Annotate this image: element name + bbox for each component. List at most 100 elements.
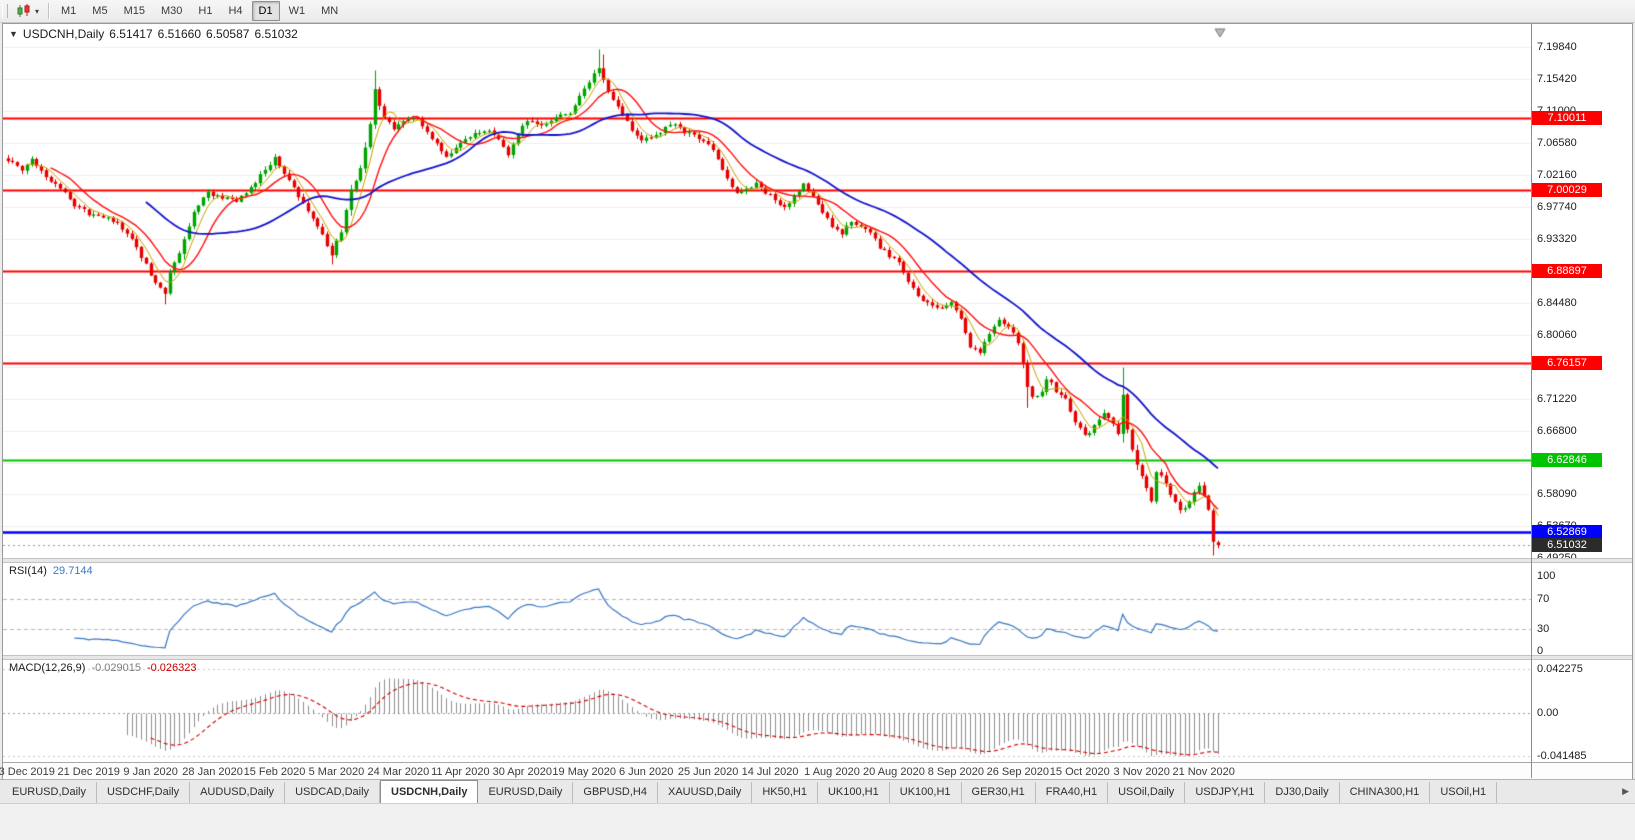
rsi-axis-label: 100 bbox=[1537, 570, 1556, 582]
price-level-badge: 7.00029 bbox=[1532, 183, 1602, 198]
date-axis-label: 15 Oct 2020 bbox=[1049, 766, 1110, 778]
chart-tab-ger30-h1[interactable]: GER30,H1 bbox=[961, 782, 1036, 803]
timeframe-toolbar: ▾ M1 M5 M15 M30 H1 H4 D1 W1 MN bbox=[0, 0, 1635, 23]
panel-resize-handle[interactable] bbox=[3, 655, 1632, 660]
price-level-badge: 6.76157 bbox=[1532, 356, 1602, 371]
timeframe-w1[interactable]: W1 bbox=[288, 5, 306, 17]
chart-symbol-period: USDCNH,Daily bbox=[22, 27, 105, 41]
tab-scroll-right-icon[interactable]: ▶ bbox=[1622, 786, 1629, 796]
price-level-badge: 6.52869 bbox=[1532, 524, 1602, 539]
date-axis-label: 21 Nov 2020 bbox=[1172, 766, 1235, 778]
rsi-axis-label: 0 bbox=[1537, 645, 1544, 655]
date-axis-label: 6 Jun 2020 bbox=[618, 766, 674, 778]
timeframe-d1[interactable]: D1 bbox=[251, 1, 280, 21]
chart-tab-hk50-h1[interactable]: HK50,H1 bbox=[752, 782, 818, 803]
rsi-axis-label: 70 bbox=[1537, 592, 1550, 605]
rsi-name: RSI(14) bbox=[9, 565, 47, 577]
macd-label: MACD(12,26,9) -0.029015 -0.026323 bbox=[9, 662, 197, 674]
ohlc-open: 6.51417 bbox=[109, 27, 153, 41]
timeframe-h1[interactable]: H1 bbox=[198, 5, 213, 17]
chart-tab-gbpusd-h4[interactable]: GBPUSD,H4 bbox=[573, 782, 658, 803]
chart-tab-audusd-daily[interactable]: AUDUSD,Daily bbox=[190, 782, 286, 803]
chart-tab-usdcad-daily[interactable]: USDCAD,Daily bbox=[285, 782, 381, 803]
candlestick-chart-icon bbox=[17, 4, 30, 17]
chart-tab-usdjpy-h1[interactable]: USDJPY,H1 bbox=[1185, 782, 1266, 803]
price-chart-pane: ▼ USDCNH,Daily 6.51417 6.51660 6.50587 6… bbox=[3, 24, 1632, 558]
macd-axis-label: -0.041485 bbox=[1537, 750, 1587, 762]
ohlc-low: 6.50587 bbox=[206, 27, 250, 41]
one-click-collapse-icon[interactable]: ▼ bbox=[9, 29, 18, 39]
chart-tab-usdchf-daily[interactable]: USDCHF,Daily bbox=[96, 782, 191, 803]
toolbar-grip[interactable] bbox=[2, 4, 8, 18]
date-axis-label: 14 Jul 2020 bbox=[741, 766, 799, 778]
date-axis-label: 19 May 2020 bbox=[552, 766, 617, 778]
status-strip bbox=[0, 803, 1635, 840]
ohlc-high: 6.51660 bbox=[157, 27, 202, 41]
macd-signal-value: -0.026323 bbox=[146, 662, 197, 674]
date-axis-label: 9 Jan 2020 bbox=[123, 766, 178, 778]
toolbar-separator bbox=[48, 3, 50, 19]
macd-axis-label: 0.042275 bbox=[1537, 663, 1583, 675]
chart-tab-usoil-h1[interactable]: USOil,H1 bbox=[1430, 782, 1498, 803]
date-axis-label: 26 Sep 2020 bbox=[986, 766, 1050, 778]
ohlc-close: 6.51032 bbox=[254, 27, 298, 41]
chevron-down-icon: ▾ bbox=[35, 6, 40, 16]
date-axis: 3 Dec 2019 21 Dec 2019 9 Jan 2020 28 Jan 20… bbox=[0, 762, 1632, 781]
date-axis-label: 8 Sep 2020 bbox=[927, 766, 985, 778]
chart-tab-china300-h1[interactable]: CHINA300,H1 bbox=[1339, 782, 1431, 803]
price-axis-label: 6.71220 bbox=[1537, 392, 1577, 405]
timeframe-m15[interactable]: M15 bbox=[123, 5, 145, 17]
date-axis-label: 3 Nov 2020 bbox=[1113, 766, 1170, 778]
price-axis-label: 6.80060 bbox=[1537, 328, 1577, 341]
rsi-canvas[interactable] bbox=[3, 563, 1531, 655]
current-price-badge: 6.51032 bbox=[1532, 538, 1602, 553]
timeframe-m1[interactable]: M1 bbox=[61, 5, 77, 17]
rsi-label: RSI(14) 29.7144 bbox=[9, 565, 93, 577]
price-axis-label: 7.06580 bbox=[1537, 136, 1577, 149]
chart-tab-usoil-daily[interactable]: USOil,Daily bbox=[1108, 782, 1186, 803]
price-axis-label: 6.84480 bbox=[1537, 296, 1577, 309]
timeframe-mn[interactable]: MN bbox=[321, 5, 339, 17]
date-axis-label: 5 Mar 2020 bbox=[308, 766, 365, 778]
macd-axis-label: 0.00 bbox=[1537, 707, 1559, 719]
date-axis-label: 24 Mar 2020 bbox=[367, 766, 430, 778]
chart-tab-eurusd-daily[interactable]: EURUSD,Daily bbox=[2, 782, 97, 803]
price-axis-label: 6.93320 bbox=[1537, 232, 1577, 245]
timeframe-m5[interactable]: M5 bbox=[92, 5, 108, 17]
rsi-pane: RSI(14) 29.7144 100 70 30 0 bbox=[3, 563, 1632, 655]
chart-type-icon[interactable]: ▾ bbox=[11, 2, 44, 20]
macd-main-value: -0.029015 bbox=[91, 662, 141, 674]
chart-tab-dj30-daily[interactable]: DJ30,Daily bbox=[1265, 782, 1340, 803]
price-axis-label: 6.97740 bbox=[1537, 200, 1577, 213]
date-axis-label: 11 Apr 2020 bbox=[431, 766, 490, 778]
price-level-badge: 6.88897 bbox=[1532, 263, 1602, 278]
macd-name: MACD(12,26,9) bbox=[9, 662, 86, 674]
rsi-axis-label: 30 bbox=[1537, 622, 1550, 635]
chart-tab-usdcnh-daily-active[interactable]: USDCNH,Daily bbox=[380, 780, 479, 803]
date-axis-label: 20 Aug 2020 bbox=[863, 766, 925, 778]
date-axis-label: 3 Dec 2019 bbox=[0, 766, 55, 778]
chart-tab-xauusd-daily[interactable]: XAUUSD,Daily bbox=[657, 782, 753, 803]
timeframe-m30[interactable]: M30 bbox=[160, 5, 183, 17]
price-axis-label: 6.49250 bbox=[1537, 552, 1577, 558]
price-axis-label: 7.02160 bbox=[1537, 168, 1577, 181]
price-axis-label: 6.58090 bbox=[1537, 488, 1577, 500]
rsi-value: 29.7144 bbox=[52, 565, 93, 577]
panel-resize-handle[interactable] bbox=[3, 558, 1632, 563]
chart-tab-bar: EURUSD,Daily USDCHF,Daily AUDUSD,Daily USDC… bbox=[0, 779, 1635, 803]
chart-tab-fra40-h1[interactable]: FRA40,H1 bbox=[1035, 782, 1109, 803]
price-chart-canvas[interactable] bbox=[3, 24, 1531, 558]
chart-tab-eurusd-daily[interactable]: EURUSD,Daily bbox=[478, 782, 574, 803]
chart-title: ▼ USDCNH,Daily 6.51417 6.51660 6.50587 6… bbox=[9, 27, 298, 41]
date-axis-label: 25 Jun 2020 bbox=[677, 766, 739, 778]
timeframe-buttons: M1 M5 M15 M30 H1 H4 D1 W1 MN bbox=[53, 1, 346, 21]
date-axis-label: 30 Apr 2020 bbox=[492, 766, 552, 778]
date-axis-label: 21 Dec 2019 bbox=[57, 766, 120, 778]
price-axis-line bbox=[1531, 24, 1532, 778]
date-axis-label: 15 Feb 2020 bbox=[243, 766, 306, 778]
chart-tab-uk100-h1[interactable]: UK100,H1 bbox=[889, 782, 962, 803]
timeframe-h4[interactable]: H4 bbox=[228, 5, 243, 17]
macd-canvas[interactable] bbox=[3, 660, 1531, 762]
chart-tab-uk100-h1[interactable]: UK100,H1 bbox=[817, 782, 890, 803]
